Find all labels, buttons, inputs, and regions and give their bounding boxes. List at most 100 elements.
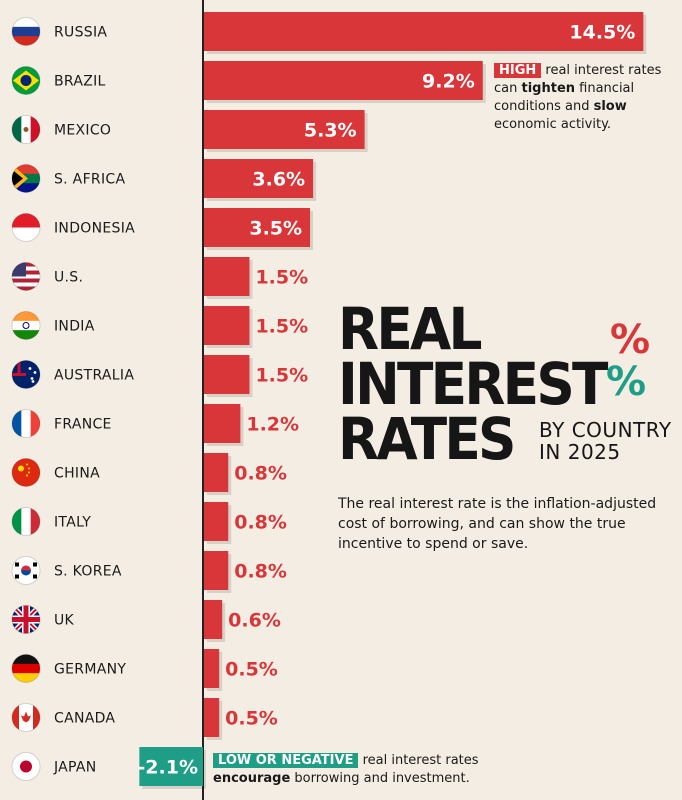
percent-red-icon: % (610, 317, 651, 363)
country-label: RUSSIA (54, 25, 107, 41)
us-flag-icon (12, 262, 40, 291)
south-korea-flag-icon (12, 556, 40, 585)
high-text-3: economic activity. (494, 117, 612, 132)
flag-outline (11, 507, 41, 536)
bar (204, 257, 250, 296)
data-label: 3.5% (249, 218, 302, 240)
australia-flag-icon (12, 360, 40, 389)
bar (204, 551, 229, 590)
bar (204, 649, 220, 688)
country-label: CHINA (54, 466, 100, 482)
title-line-1: REAL (338, 295, 483, 363)
mexico-flag-icon (12, 115, 40, 144)
country-label: UK (54, 613, 75, 629)
flag-outline (11, 654, 41, 683)
percent-teal-icon: % (606, 359, 647, 405)
flag-outline (11, 213, 41, 242)
canada-flag-icon (12, 703, 40, 732)
bar (204, 698, 220, 737)
high-tag: HIGH (494, 63, 542, 78)
bar (204, 12, 644, 51)
data-label: 3.6% (252, 169, 305, 191)
uk-flag-icon (12, 605, 40, 634)
france-flag-icon (12, 409, 40, 438)
country-label: ITALY (54, 515, 91, 531)
low-bold-1: encourage (213, 771, 291, 786)
data-label: 0.5% (225, 708, 278, 730)
flag-outline (11, 409, 41, 438)
flag-outline (11, 360, 41, 389)
high-bold-2: slow (593, 99, 627, 114)
high-bold-1: tighten (521, 81, 576, 96)
bar (204, 159, 314, 198)
country-label: BRAZIL (54, 74, 106, 90)
india-flag-icon (12, 311, 40, 340)
flag-outline (11, 752, 41, 781)
country-label: GERMANY (54, 662, 126, 678)
flag-outline (11, 605, 41, 634)
country-label: CANADA (54, 711, 115, 727)
bar (204, 502, 229, 541)
bar (204, 404, 241, 443)
country-label: AUSTRALIA (54, 368, 134, 384)
russia-flag-icon (12, 17, 40, 46)
data-label: 0.6% (228, 610, 281, 632)
title-line-3: RATES (338, 405, 516, 473)
flag-outline (11, 703, 41, 732)
data-label: 1.5% (255, 267, 308, 289)
flag-outline (11, 311, 41, 340)
data-label: 0.8% (234, 512, 287, 534)
subtitle-line-2: IN 2025 (539, 440, 621, 464)
south-africa-flag-icon (12, 164, 40, 193)
flag-outline (11, 458, 41, 487)
low-text-2: borrowing and investment. (290, 771, 470, 786)
bar (204, 453, 229, 492)
flag-outline (11, 556, 41, 585)
italy-flag-icon (12, 507, 40, 536)
flag-outline (11, 66, 41, 95)
country-label: S. KOREA (54, 564, 122, 580)
country-label: INDIA (54, 319, 95, 335)
country-label: U.S. (54, 270, 83, 286)
japan-flag-icon (12, 752, 40, 781)
subtitle-line-1: BY COUNTRY (539, 418, 672, 442)
data-label: 1.5% (255, 316, 308, 338)
indonesia-flag-icon (12, 213, 40, 242)
country-label: S. AFRICA (54, 172, 125, 188)
data-label: 14.5% (569, 22, 635, 44)
data-label: 0.5% (225, 659, 278, 681)
bar (204, 110, 365, 149)
bar (204, 61, 483, 100)
low-rate-annotation: LOW OR NEGATIVE real interest rates enco… (213, 752, 513, 788)
bar (204, 306, 250, 345)
title-line-2: INTEREST (338, 350, 608, 418)
high-rate-annotation: HIGH real interest rates can tighten fin… (494, 62, 682, 134)
bar (204, 208, 311, 247)
data-label: 1.2% (246, 414, 299, 436)
high-text-1: real interest rates can (494, 63, 662, 96)
flag-outline (11, 164, 41, 193)
data-label: 5.3% (304, 120, 357, 142)
data-label: 0.8% (234, 561, 287, 583)
country-label: JAPAN (53, 760, 97, 776)
chart-title: REAL INTEREST RATES BY COUNTRY IN 2025 (338, 295, 678, 473)
high-text-2: financial conditions and (494, 81, 635, 114)
country-label: FRANCE (54, 417, 112, 433)
chart-subtitle: BY COUNTRY IN 2025 (539, 419, 672, 463)
flag-outline (11, 115, 41, 144)
low-text-1: real interest rates (358, 753, 479, 768)
bar (204, 355, 250, 394)
china-flag-icon (12, 458, 40, 487)
bar (139, 747, 203, 786)
country-label: MEXICO (54, 123, 111, 139)
germany-flag-icon (12, 654, 40, 683)
data-label: 1.5% (255, 365, 308, 387)
description-text: The real interest rate is the inflation-… (338, 496, 657, 552)
data-label: 0.8% (234, 463, 287, 485)
data-label: -2.1% (137, 757, 198, 779)
brazil-flag-icon (12, 66, 40, 95)
data-label: 9.2% (422, 71, 475, 93)
flag-outline (11, 17, 41, 46)
bar (204, 600, 223, 639)
